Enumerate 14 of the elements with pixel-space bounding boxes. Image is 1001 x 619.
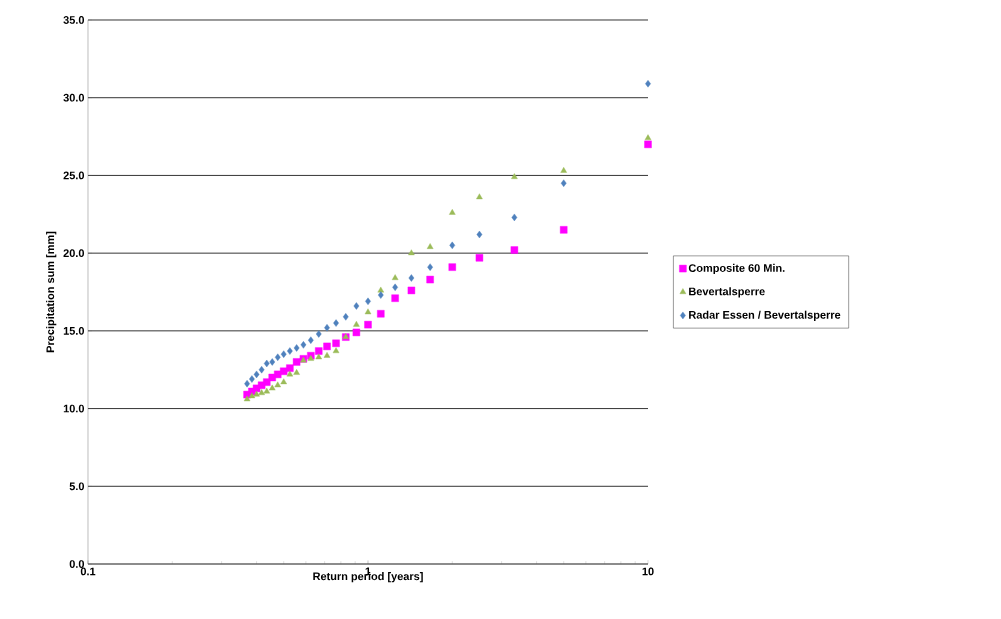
y-tick-label: 15.0 [63, 326, 85, 335]
y-tick-label: 5.0 [69, 482, 85, 491]
y-tick-label: 0.0 [69, 560, 85, 568]
x-tick-label: 0.1 [80, 567, 96, 576]
legend-label: Radar Essen / Bevertalsperre [689, 310, 841, 321]
y-tick-label: 10.0 [63, 404, 85, 413]
y-tick-label: 30.0 [63, 93, 85, 102]
y-tick-label: 20.0 [63, 249, 85, 258]
y-tick-label: 35.0 [63, 16, 85, 24]
legend-label: Bevertalsperre [689, 287, 765, 298]
y-axis-title: Precipitation sum [mm] [46, 231, 57, 353]
legend-label: Composite 60 Min. [688, 263, 785, 275]
y-tick-label: 25.0 [63, 171, 85, 180]
x-tick-label: 10 [642, 567, 654, 576]
